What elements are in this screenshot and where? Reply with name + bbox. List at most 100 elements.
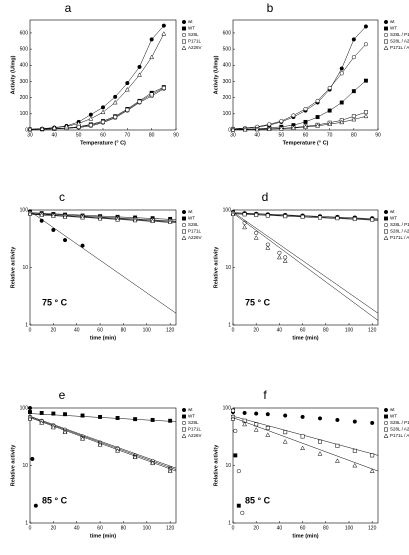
series-line (232, 44, 367, 129)
point (51, 411, 56, 416)
point (39, 411, 44, 415)
y-axis-label: Activity (U/mg) (213, 55, 219, 94)
point (327, 108, 332, 113)
y-tick-label: 1 (25, 520, 28, 526)
point (265, 213, 270, 218)
legend-marker (384, 414, 388, 419)
legend-marker (383, 32, 389, 38)
legend-marker (181, 32, 187, 38)
x-tick-label: 20 (253, 327, 259, 333)
point (352, 448, 357, 453)
legend-label: WT (390, 216, 397, 221)
x-tick-label: 80 (323, 525, 329, 531)
y-tick-label: 100 (223, 405, 232, 411)
x-tick-label: 120 (368, 525, 377, 531)
x-tick-label: 60 (300, 525, 306, 531)
point (236, 503, 241, 508)
y-tick-label: 1 (228, 322, 231, 328)
point (167, 468, 173, 473)
x-tick-label: 100 (345, 327, 354, 333)
x-tick-label: 70 (125, 132, 131, 138)
legend-marker (384, 229, 388, 234)
point (254, 230, 259, 235)
x-tick-label: 70 (327, 132, 333, 138)
point (242, 421, 248, 427)
x-tick-label: 0 (29, 327, 32, 333)
x-tick-label: 80 (149, 132, 155, 138)
point (317, 416, 323, 421)
x-tick-label: 80 (121, 327, 127, 333)
point (335, 443, 340, 448)
legend-label: A226V (188, 45, 202, 50)
point (327, 85, 332, 90)
legend-label: S28L / A226V (390, 39, 409, 44)
legend-label: A226V (188, 235, 202, 240)
panel-label: a (65, 1, 72, 15)
point (27, 211, 33, 216)
annotation: 75 ° C (245, 297, 271, 307)
point (370, 453, 375, 458)
point (161, 31, 167, 36)
legend-label: P171L / A226V (390, 45, 409, 50)
point (290, 125, 296, 130)
x-tick-label: 100 (143, 327, 152, 333)
x-tick-label: 80 (121, 525, 127, 531)
x-tick-label: 0 (232, 327, 235, 333)
point (98, 414, 103, 419)
series-line (29, 25, 165, 130)
legend-marker (182, 26, 186, 31)
y-tick-label: 100 (20, 207, 29, 213)
point (339, 119, 345, 125)
legend-label: wt (188, 407, 193, 412)
point (265, 432, 271, 437)
point (115, 217, 121, 222)
legend-label: wt (390, 19, 395, 24)
point (265, 412, 270, 417)
point (352, 462, 358, 468)
point (39, 126, 45, 131)
legend-marker (181, 420, 187, 426)
point (282, 258, 288, 263)
y-tick-label: 10 (225, 463, 231, 469)
x-tick-label: 120 (368, 327, 377, 333)
point (335, 216, 340, 221)
point (39, 218, 44, 223)
point (339, 66, 344, 71)
point (369, 468, 375, 473)
point (137, 72, 142, 77)
legend-marker (182, 39, 186, 44)
series-line (29, 87, 164, 130)
point (150, 417, 155, 422)
point (97, 215, 103, 221)
y-tick-label: 0 (25, 127, 28, 133)
y-tick-label: 10 (22, 463, 28, 469)
point (265, 425, 270, 430)
point (277, 250, 282, 255)
y-tick-label: 400 (20, 63, 29, 69)
y-tick-label: 300 (223, 79, 232, 85)
point (283, 430, 288, 435)
panel-label: e (59, 388, 66, 402)
point (51, 125, 57, 130)
y-tick-label: 100 (20, 405, 29, 411)
legend-marker (181, 407, 187, 413)
y-tick-label: 10 (225, 265, 231, 271)
point (112, 99, 118, 105)
point (150, 218, 156, 223)
legend-label: WT (188, 26, 195, 31)
point (300, 445, 306, 451)
x-tick-label: 90 (173, 132, 179, 138)
point (115, 448, 121, 453)
point (230, 408, 236, 413)
point (88, 123, 93, 128)
panel-label: c (59, 190, 65, 204)
point (62, 429, 68, 435)
point (124, 86, 130, 92)
point (137, 64, 142, 69)
point (149, 92, 154, 97)
x-tick-label: 90 (375, 132, 381, 138)
y-tick-label: 100 (223, 111, 232, 117)
point (334, 458, 340, 463)
x-tick-label: 30 (230, 132, 236, 138)
series-line (29, 86, 164, 130)
